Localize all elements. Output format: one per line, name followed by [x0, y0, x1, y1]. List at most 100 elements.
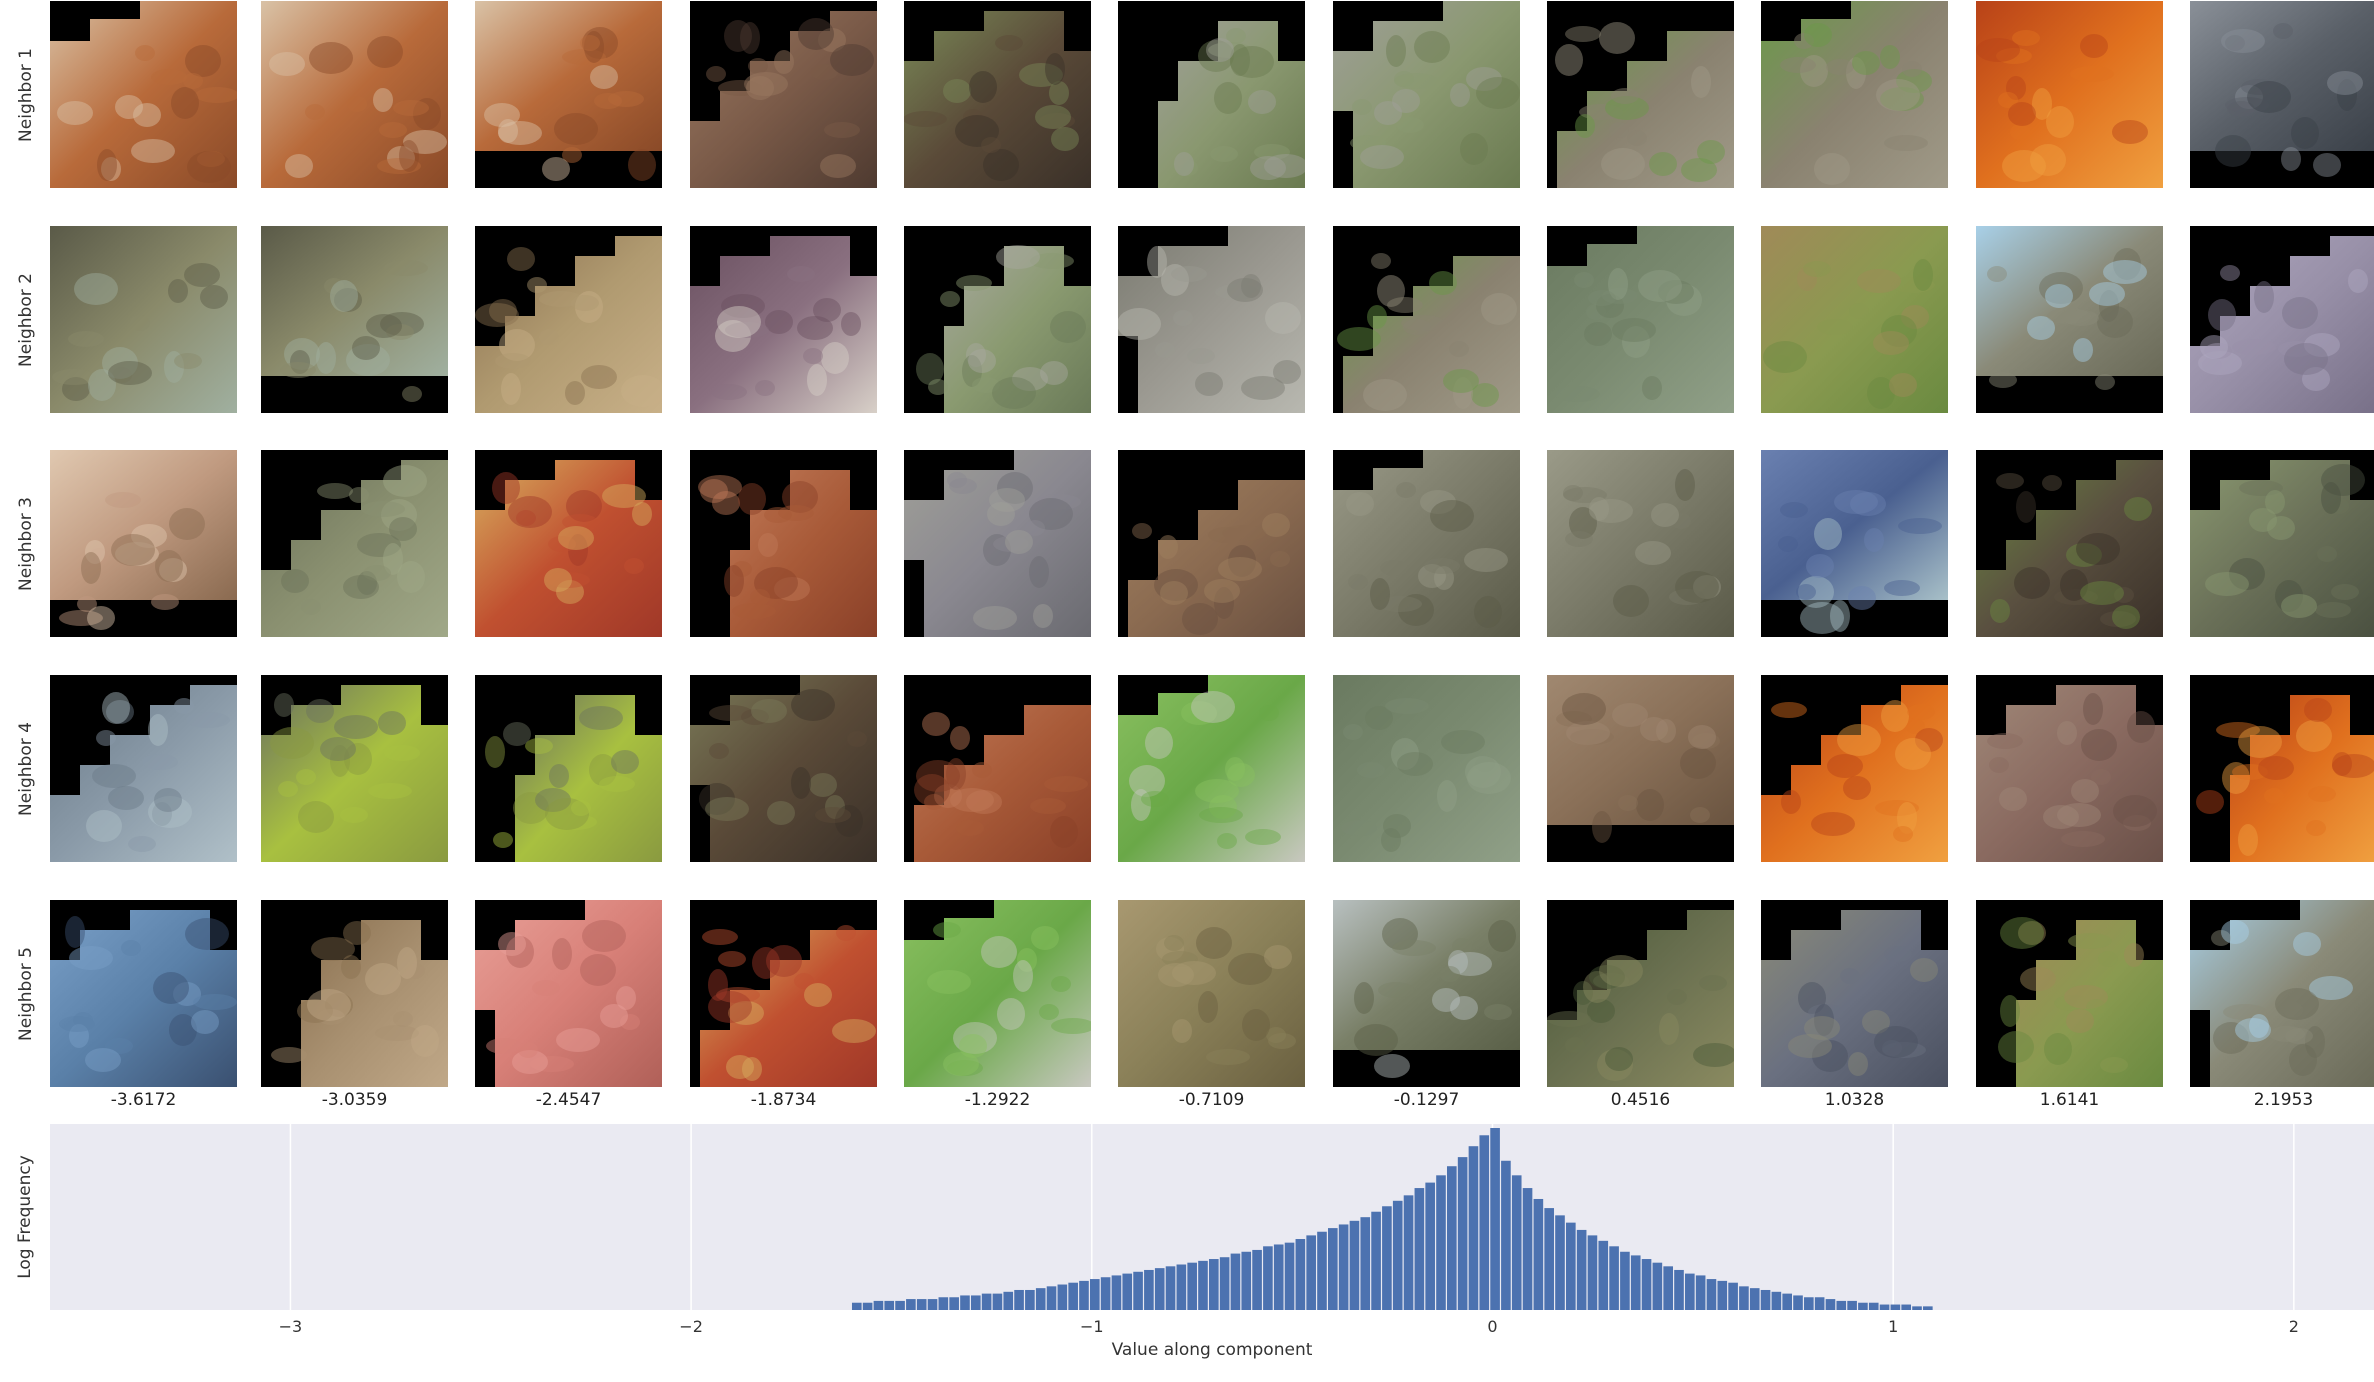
texture-blob — [2060, 569, 2088, 601]
texture-blob — [1050, 816, 1078, 848]
texture-blob — [728, 1001, 764, 1025]
texture-blob — [2043, 805, 2079, 829]
texture-blob — [305, 104, 325, 120]
texture-blob — [185, 918, 229, 950]
texture-blob — [2267, 516, 2295, 540]
texture-blob — [904, 111, 947, 127]
texture-blob — [2080, 581, 2124, 605]
rust-rock-patch-tile — [690, 450, 877, 637]
texture-blob — [1242, 1009, 1270, 1041]
texture-blob — [1360, 145, 1404, 169]
histogram-bar — [1317, 1231, 1327, 1310]
texture-blob — [1227, 763, 1255, 787]
texture-blob — [1848, 586, 1876, 610]
texture-blob — [2232, 764, 2268, 780]
texture-blob — [1565, 1037, 1585, 1053]
histogram-bar — [1890, 1304, 1901, 1310]
texture-blob — [705, 797, 749, 821]
grey-green-patch-tile — [1333, 1, 1520, 188]
texture-blob — [159, 558, 187, 582]
texture-blob — [1812, 1040, 1848, 1072]
texture-blob — [1583, 971, 1611, 1003]
texture-blob — [142, 754, 178, 770]
texture-blob — [130, 315, 150, 331]
texture-blob — [1814, 518, 1842, 550]
texture-blob — [403, 130, 447, 154]
histogram-bar — [1187, 1262, 1197, 1310]
texture-blob — [1214, 587, 1234, 619]
texture-blob — [2305, 1026, 2325, 1058]
texture-blob — [152, 802, 172, 826]
texture-blob — [154, 788, 182, 812]
texture-blob — [809, 773, 837, 797]
texture-blob — [2200, 335, 2228, 359]
texture-blob — [1817, 319, 1853, 335]
texture-blob — [544, 568, 572, 592]
texture-blob — [1394, 73, 1438, 89]
texture-blob — [933, 922, 961, 938]
texture-blob — [2099, 290, 2119, 322]
texture-blob — [1570, 729, 1614, 745]
texture-blob — [1467, 762, 1511, 794]
patch-shape — [904, 11, 1091, 188]
histogram-bar — [1198, 1260, 1208, 1310]
texture-blob — [2127, 711, 2155, 743]
texture-blob — [1642, 376, 1662, 400]
texture-blob — [399, 140, 419, 172]
texture-blob — [750, 589, 770, 605]
green-grey-patch-tile — [904, 226, 1091, 413]
texture-blob — [754, 567, 798, 599]
texture-blob — [1864, 528, 1884, 552]
texture-blob — [2265, 490, 2285, 514]
texture-blob — [1574, 272, 1594, 288]
sage-green-patch-tile — [1333, 675, 1520, 862]
texture-blob — [349, 487, 369, 503]
texture-blob — [2114, 587, 2134, 603]
texture-blob — [377, 158, 421, 174]
texture-blob — [1884, 946, 1912, 962]
texture-blob — [516, 510, 536, 526]
texture-blob — [1804, 23, 1832, 47]
texture-blob — [1547, 1011, 1591, 1027]
texture-blob — [2070, 66, 2114, 82]
rust-rock-patch — [914, 705, 1091, 862]
texture-blob — [384, 745, 420, 761]
texture-blob — [1432, 988, 1460, 1012]
texture-blob — [1225, 757, 1245, 781]
grey-rock-patch-tile — [1976, 226, 2163, 413]
grey-green-patch — [1333, 1, 1520, 188]
histogram-bar — [895, 1300, 905, 1310]
patch-shape — [690, 236, 877, 413]
texture-blob — [841, 312, 861, 336]
texture-blob — [1403, 319, 1431, 335]
histogram-bar — [1685, 1273, 1695, 1310]
texture-blob — [2071, 779, 2099, 803]
texture-blob — [715, 320, 751, 352]
texture-blob — [271, 1047, 307, 1063]
x-tick-label: 1 — [1888, 1317, 1898, 1336]
texture-blob — [1811, 812, 1855, 836]
texture-blob — [2283, 1002, 2303, 1018]
texture-blob — [966, 790, 1002, 814]
patch-shape — [690, 675, 877, 862]
histogram-bar — [1630, 1255, 1641, 1310]
texture-blob — [552, 938, 572, 970]
histogram-bar — [960, 1295, 970, 1310]
texture-blob — [508, 496, 552, 528]
texture-blob — [1466, 67, 1502, 91]
mossy-rock-patch-tile — [1976, 450, 2163, 637]
texture-blob — [1697, 140, 1725, 164]
texture-blob — [1352, 99, 1372, 115]
texture-blob — [835, 805, 863, 837]
texture-blob — [708, 991, 752, 1023]
histogram-bar — [1306, 1235, 1316, 1310]
texture-blob — [2030, 144, 2066, 176]
texture-blob — [1867, 377, 1895, 409]
patch-shape — [2230, 695, 2374, 862]
texture-blob — [2281, 594, 2317, 618]
texture-blob — [1675, 571, 1719, 603]
row-label-text: Neighbor 5 — [16, 946, 36, 1041]
texture-blob — [2064, 985, 2108, 1009]
histogram-bar — [1338, 1224, 1349, 1310]
texture-blob — [380, 312, 424, 336]
